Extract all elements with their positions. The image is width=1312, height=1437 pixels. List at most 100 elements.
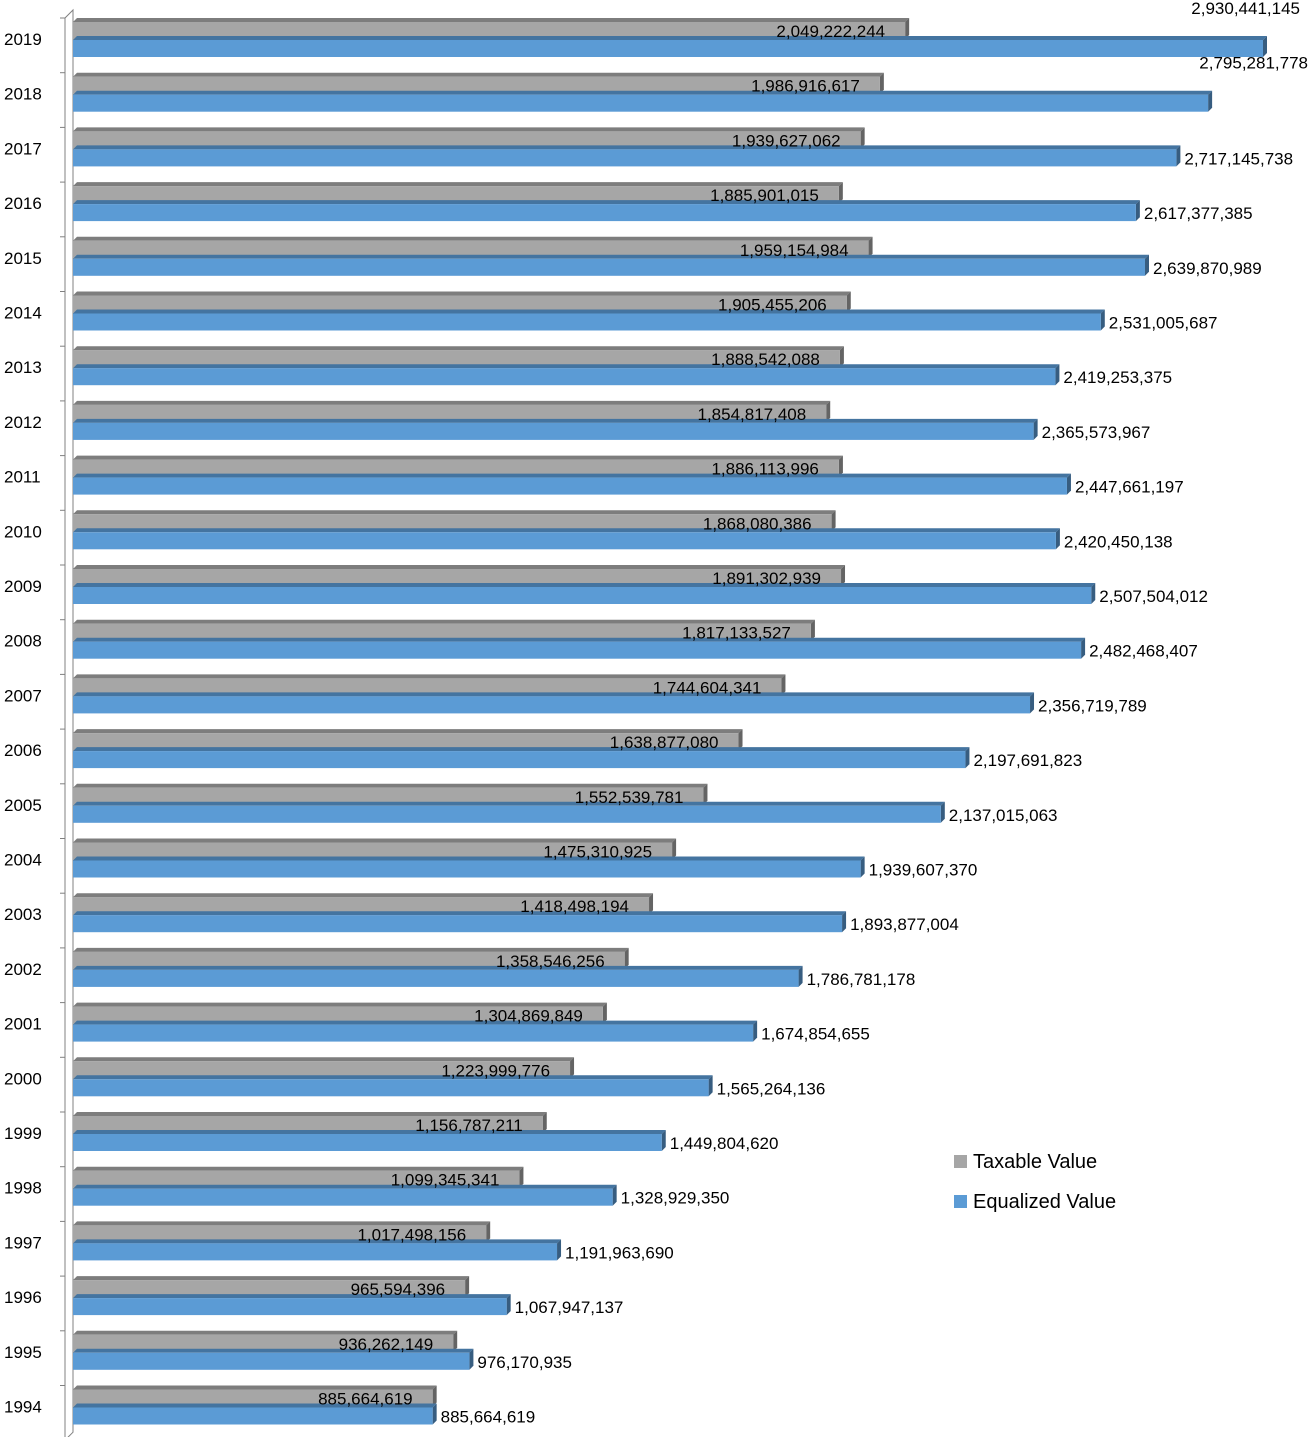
bar-taxable-face xyxy=(73,1280,466,1298)
bar-taxable-face xyxy=(73,623,811,641)
bar-taxable xyxy=(73,236,873,258)
bar-taxable-face xyxy=(73,350,840,368)
category-label: 2004 xyxy=(4,851,42,870)
data-label-equalized: 2,420,450,138 xyxy=(1064,532,1173,551)
bar-equalized-face xyxy=(73,1352,470,1370)
data-label-equalized: 2,930,441,145 xyxy=(1191,0,1300,18)
category-label: 2011 xyxy=(4,468,41,487)
data-label-taxable: 1,744,604,341 xyxy=(653,678,762,697)
bar-equalized xyxy=(73,418,1038,440)
data-label-equalized: 885,664,619 xyxy=(441,1408,536,1427)
data-label-equalized: 2,356,719,789 xyxy=(1038,696,1147,715)
bar-taxable-top xyxy=(73,1166,524,1171)
bar-equalized-side xyxy=(940,801,945,823)
bar-equalized-top xyxy=(73,1130,666,1134)
bar-taxable-face xyxy=(73,131,861,149)
bar-equalized-side xyxy=(557,1239,562,1261)
bar-equalized xyxy=(73,200,1140,222)
category-label: 1997 xyxy=(4,1233,42,1252)
data-label-taxable: 1,888,542,088 xyxy=(711,350,820,369)
bar-equalized-top xyxy=(73,747,970,752)
bar-equalized-face xyxy=(73,313,1101,331)
bar-taxable xyxy=(73,1385,437,1407)
category-label: 2000 xyxy=(4,1069,42,1088)
bar-equalized xyxy=(73,1075,713,1097)
data-label-taxable: 1,223,999,776 xyxy=(441,1061,550,1080)
bar-equalized-top xyxy=(73,90,1213,95)
bar-taxable-side xyxy=(602,1002,607,1024)
bar-taxable xyxy=(73,1166,524,1188)
bar-taxable-face xyxy=(73,240,869,258)
bar-taxable-top xyxy=(73,1385,437,1390)
bar-equalized-side xyxy=(1081,637,1086,659)
category-label: 1994 xyxy=(4,1398,42,1417)
bar-equalized xyxy=(73,911,847,933)
bar-equalized-side xyxy=(753,1020,758,1042)
bar-taxable-top xyxy=(73,1057,575,1062)
data-label-equalized: 2,639,870,989 xyxy=(1153,259,1262,278)
data-label-equalized: 1,328,929,350 xyxy=(621,1189,730,1208)
bar-equalized-top xyxy=(73,801,945,806)
bar-equalized-face xyxy=(73,641,1082,659)
bar-equalized-top xyxy=(73,692,1035,697)
bar-taxable-top xyxy=(73,783,708,788)
bar-taxable-top xyxy=(73,838,677,843)
bar-equalized-side xyxy=(1145,254,1150,276)
bar-taxable-top xyxy=(73,1112,547,1116)
category-label: 2005 xyxy=(4,796,42,815)
labels: 2019 2,049,222,244 2,930,441,145 2018 1,986,… xyxy=(4,0,1308,1427)
bar-taxable xyxy=(73,1330,458,1352)
bar-taxable-side xyxy=(846,291,851,313)
bar-taxable xyxy=(73,619,815,641)
bar-taxable-top xyxy=(73,236,873,241)
bar-equalized xyxy=(73,1130,666,1151)
bar-equalized-face xyxy=(73,204,1136,222)
bar-taxable-face xyxy=(73,1116,543,1133)
bar-equalized xyxy=(73,1403,437,1425)
bar-taxable-side xyxy=(868,236,873,258)
bar-equalized xyxy=(73,36,1267,57)
data-label-taxable: 1,986,916,617 xyxy=(751,77,860,96)
axis xyxy=(60,8,74,1437)
bar-equalized xyxy=(73,637,1086,659)
bar-equalized xyxy=(73,1294,511,1316)
category-label: 2012 xyxy=(4,413,42,432)
data-label-taxable: 1,868,080,386 xyxy=(703,514,812,533)
bar-equalized-top xyxy=(73,200,1140,205)
bar-equalized-top xyxy=(73,418,1038,423)
bar-taxable-top xyxy=(73,619,815,624)
bar-equalized-top xyxy=(73,1294,511,1299)
bar-taxable-side xyxy=(781,674,786,696)
bar-taxable-side xyxy=(810,619,815,641)
bar-taxable-side xyxy=(519,1166,524,1188)
bar-taxable-face xyxy=(73,787,704,805)
category-label: 2013 xyxy=(4,358,42,377)
bar-taxable-top xyxy=(73,1002,607,1007)
bar-taxable-top xyxy=(73,510,836,515)
bar-taxable-top xyxy=(73,1221,491,1226)
bar-taxable-side xyxy=(703,783,708,805)
category-label: 2010 xyxy=(4,522,42,541)
bar-equalized-face xyxy=(73,1134,662,1151)
bar-equalized xyxy=(73,965,803,987)
data-label-equalized: 1,893,877,004 xyxy=(850,915,959,934)
data-label-taxable: 1,099,345,341 xyxy=(391,1171,500,1190)
bar-equalized-face xyxy=(73,422,1034,440)
bar-equalized xyxy=(73,364,1060,386)
category-label: 2014 xyxy=(4,304,42,323)
bar-equalized-side xyxy=(1033,418,1038,440)
category-label: 2007 xyxy=(4,686,42,705)
bar-equalized xyxy=(73,145,1181,167)
axis-wall xyxy=(64,8,74,1437)
bar-equalized-side xyxy=(842,911,847,933)
data-label-taxable: 1,552,539,781 xyxy=(575,788,684,807)
category-label: 2003 xyxy=(4,905,42,924)
bar-taxable-side xyxy=(570,1057,575,1079)
legend-entry: Taxable Value xyxy=(973,1151,1097,1173)
bar-equalized-side xyxy=(1263,36,1267,57)
bar-equalized-top xyxy=(73,145,1181,150)
bar-equalized-top xyxy=(73,911,847,916)
bar-taxable xyxy=(73,1057,575,1079)
bar-taxable xyxy=(73,674,786,696)
bar-equalized-side xyxy=(469,1348,474,1370)
